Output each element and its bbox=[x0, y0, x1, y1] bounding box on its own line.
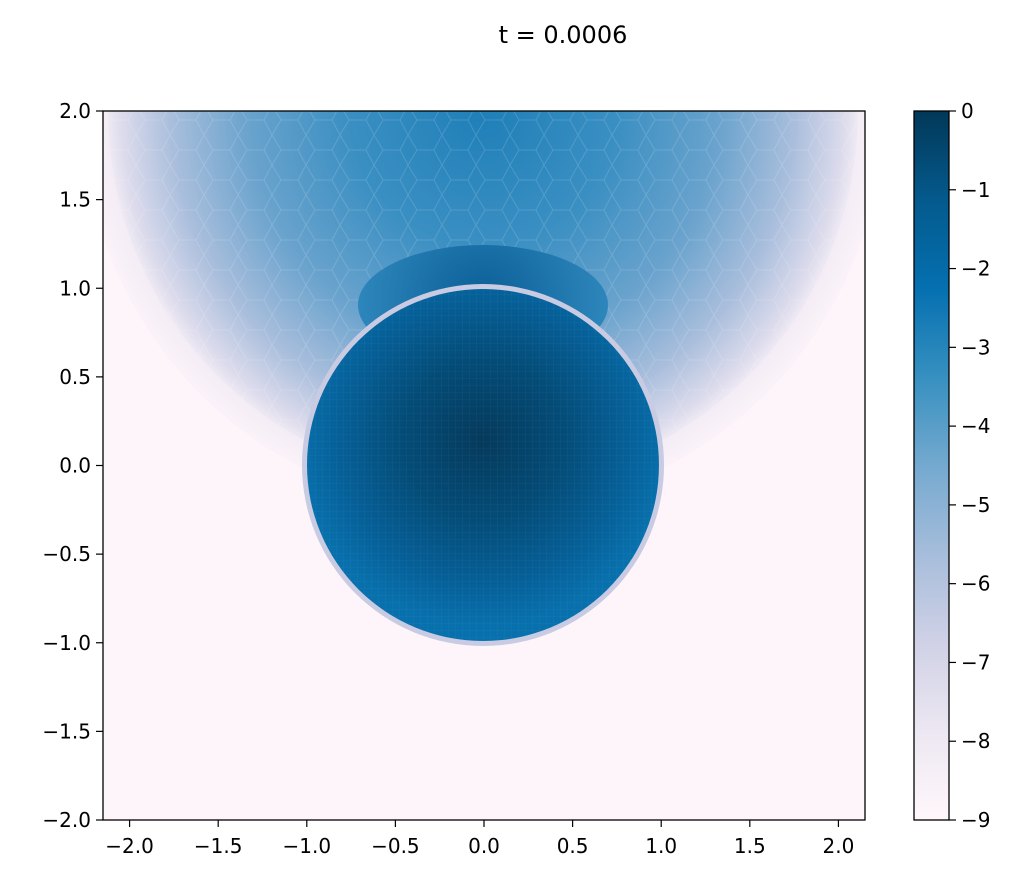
x-tick-label: −0.5 bbox=[371, 834, 420, 858]
sphere-mesh bbox=[307, 289, 659, 641]
x-tick-label: 0.5 bbox=[557, 834, 589, 858]
y-tick-label: −1.5 bbox=[42, 719, 91, 743]
plot-area bbox=[103, 111, 865, 820]
colorbar-tick-label: −3 bbox=[961, 335, 990, 359]
chart-title: t = 0.0006 bbox=[499, 21, 628, 49]
y-tick-label: 1.5 bbox=[59, 188, 91, 212]
x-tick-label: −2.0 bbox=[105, 834, 154, 858]
y-tick-label: 2.0 bbox=[59, 99, 91, 123]
x-tick-label: 1.0 bbox=[645, 834, 677, 858]
y-tick-label: 0.0 bbox=[59, 454, 91, 478]
x-tick-label: −1.0 bbox=[283, 834, 332, 858]
colorbar-tick-label: −5 bbox=[961, 493, 990, 517]
y-tick-label: 1.0 bbox=[59, 276, 91, 300]
x-tick-label: 0.0 bbox=[468, 834, 500, 858]
colorbar-tick-label: −8 bbox=[961, 729, 990, 753]
colorbar-axis: 0 −1 −2 −3 −4 −5 −6 −7 −8 −9 bbox=[949, 99, 990, 832]
y-axis: 2.0 1.5 1.0 0.5 0.0 −0.5 −1.0 −1.5 −2.0 bbox=[42, 99, 103, 832]
colorbar-tick-label: −6 bbox=[961, 572, 990, 596]
colorbar-tick-label: −4 bbox=[961, 414, 990, 438]
colorbar-tick-label: 0 bbox=[961, 99, 974, 123]
y-tick-label: 0.5 bbox=[59, 365, 91, 389]
colorbar-tick-label: −7 bbox=[961, 650, 990, 674]
y-tick-label: −1.0 bbox=[42, 631, 91, 655]
x-axis: −2.0 −1.5 −1.0 −0.5 0.0 0.5 1.0 1.5 2.0 bbox=[105, 820, 854, 858]
x-tick-label: −1.5 bbox=[194, 834, 243, 858]
x-tick-label: 2.0 bbox=[823, 834, 855, 858]
y-tick-label: −0.5 bbox=[42, 542, 91, 566]
colorbar bbox=[913, 110, 950, 821]
colorbar-tick-label: −9 bbox=[961, 808, 990, 832]
y-tick-label: −2.0 bbox=[42, 808, 91, 832]
colorbar-tick-label: −2 bbox=[961, 257, 990, 281]
x-tick-label: 1.5 bbox=[734, 834, 766, 858]
colorbar-tick-label: −1 bbox=[961, 178, 990, 202]
